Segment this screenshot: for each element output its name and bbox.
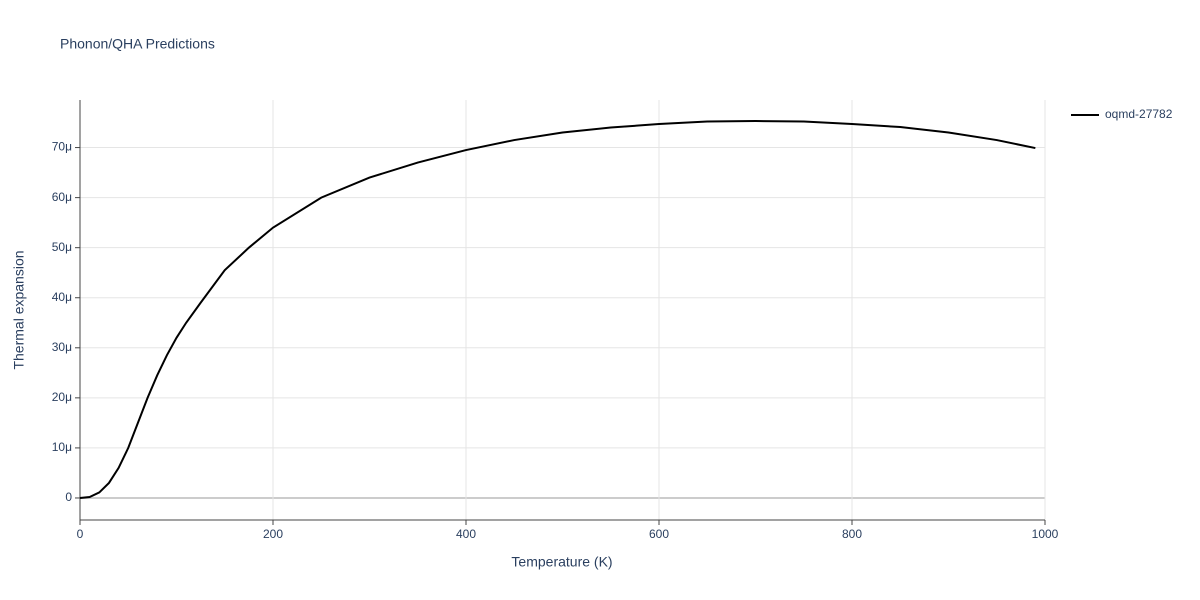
- x-tick-label: 400: [456, 527, 476, 541]
- legend-label: oqmd-27782: [1105, 107, 1173, 121]
- y-tick-label: 40μ: [52, 290, 72, 304]
- y-tick-label: 60μ: [52, 190, 72, 204]
- x-tick-label: 1000: [1032, 527, 1059, 541]
- x-tick-label: 200: [263, 527, 283, 541]
- chart-title: Phonon/QHA Predictions: [60, 36, 215, 52]
- y-tick-label: 20μ: [52, 390, 72, 404]
- x-axis-title: Temperature (K): [511, 554, 612, 570]
- y-axis-title: Thermal expansion: [11, 250, 27, 369]
- x-tick-label: 0: [77, 527, 84, 541]
- x-tick-label: 800: [842, 527, 862, 541]
- y-tick-label: 10μ: [52, 440, 72, 454]
- x-tick-label: 600: [649, 527, 669, 541]
- y-tick-label: 70μ: [52, 140, 72, 154]
- y-tick-label: 0: [65, 490, 72, 504]
- line-series: [79, 120, 1036, 499]
- y-tick-label: 50μ: [52, 240, 72, 254]
- y-tick-label: 30μ: [52, 340, 72, 354]
